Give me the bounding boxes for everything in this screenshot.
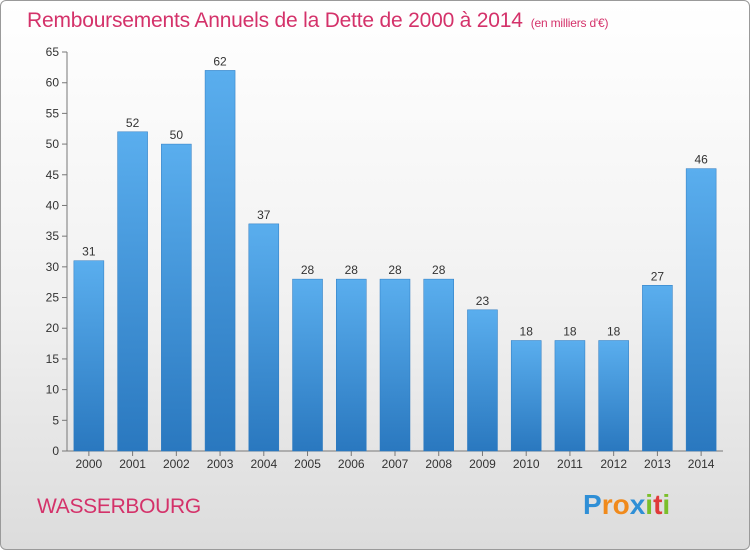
y-tick-label: 20 — [46, 321, 60, 335]
bar-value-label: 28 — [388, 263, 402, 277]
y-tick-label: 0 — [52, 444, 59, 458]
proxiti-logo: Proxiti — [583, 489, 670, 521]
bar-2012 — [598, 340, 629, 452]
x-tick-label: 2009 — [469, 457, 496, 471]
bar-2009 — [467, 309, 498, 452]
y-tick-label: 60 — [46, 76, 60, 90]
bar-2014 — [685, 168, 717, 452]
bar-2006 — [336, 278, 367, 452]
bar-2013 — [642, 285, 673, 452]
commune-name: WASSERBOURG — [37, 495, 201, 518]
y-tick-label: 40 — [46, 198, 60, 212]
x-tick-label: 2003 — [207, 457, 234, 471]
bar-2011 — [554, 340, 586, 452]
bar-2002 — [161, 143, 192, 452]
x-tick-label: 2011 — [557, 457, 583, 471]
y-tick-label: 50 — [46, 137, 60, 151]
bar-value-label: 23 — [476, 294, 490, 308]
y-tick-label: 5 — [52, 413, 59, 427]
y-tick-label: 65 — [46, 45, 60, 59]
bar-2007 — [379, 278, 411, 452]
bar-value-label: 37 — [257, 208, 271, 222]
logo-letter: P — [583, 489, 602, 520]
chart-title-text: Remboursements Annuels de la Dette de 20… — [27, 9, 523, 32]
y-tick-label: 45 — [46, 168, 60, 182]
logo-letter: o — [612, 489, 630, 520]
bar-2003 — [204, 70, 236, 452]
bar-value-label: 62 — [213, 54, 227, 68]
x-tick-label: 2001 — [119, 457, 146, 471]
bar-2000 — [73, 260, 105, 452]
x-tick-label: 2002 — [163, 457, 190, 471]
bar-2001 — [117, 131, 148, 452]
x-tick-label: 2005 — [294, 457, 321, 471]
bar-value-label: 52 — [126, 116, 140, 130]
bar-2005 — [292, 278, 323, 452]
chart-title: Remboursements Annuels de la Dette de 20… — [27, 9, 608, 33]
x-tick-label: 2004 — [250, 457, 277, 471]
bar-value-label: 46 — [694, 153, 708, 167]
y-tick-label: 25 — [46, 291, 60, 305]
bar-value-label: 18 — [607, 325, 621, 339]
x-tick-label: 2007 — [382, 457, 409, 471]
x-tick-label: 2012 — [600, 457, 627, 471]
logo-letter: i — [662, 489, 671, 520]
logo-letter: r — [601, 489, 613, 520]
bar-value-label: 28 — [301, 263, 315, 277]
bar-2008 — [423, 278, 454, 452]
chart-bars: 31 52 50 62 37 28 28 28 28 23 18 18 18 27 46 — [73, 54, 717, 452]
bar-value-label: 28 — [345, 263, 359, 277]
y-tick-label: 15 — [46, 352, 60, 366]
bar-2010 — [510, 340, 542, 452]
logo-letter: i — [645, 489, 654, 520]
chart-unit: (en milliers d'€) — [530, 16, 609, 30]
bar-value-label: 31 — [82, 245, 96, 259]
logo-letter: x — [629, 489, 646, 520]
y-tick-label: 35 — [46, 229, 60, 243]
x-tick-label: 2006 — [338, 457, 365, 471]
bar-value-label: 18 — [520, 325, 534, 339]
bar-value-label: 28 — [432, 263, 446, 277]
y-tick-label: 10 — [46, 383, 60, 397]
x-tick-label: 2008 — [425, 457, 452, 471]
bar-value-label: 50 — [170, 128, 184, 142]
bar-2004 — [248, 223, 280, 452]
x-tick-label: 2000 — [76, 457, 103, 471]
y-tick-label: 30 — [46, 260, 60, 274]
y-tick-label: 55 — [46, 106, 60, 120]
logo-letter: t — [653, 489, 663, 520]
x-tick-label: 2013 — [644, 457, 671, 471]
bar-value-label: 27 — [651, 269, 665, 283]
x-tick-label: 2014 — [688, 457, 715, 471]
x-tick-label: 2010 — [513, 457, 540, 471]
bar-value-label: 18 — [563, 325, 577, 339]
